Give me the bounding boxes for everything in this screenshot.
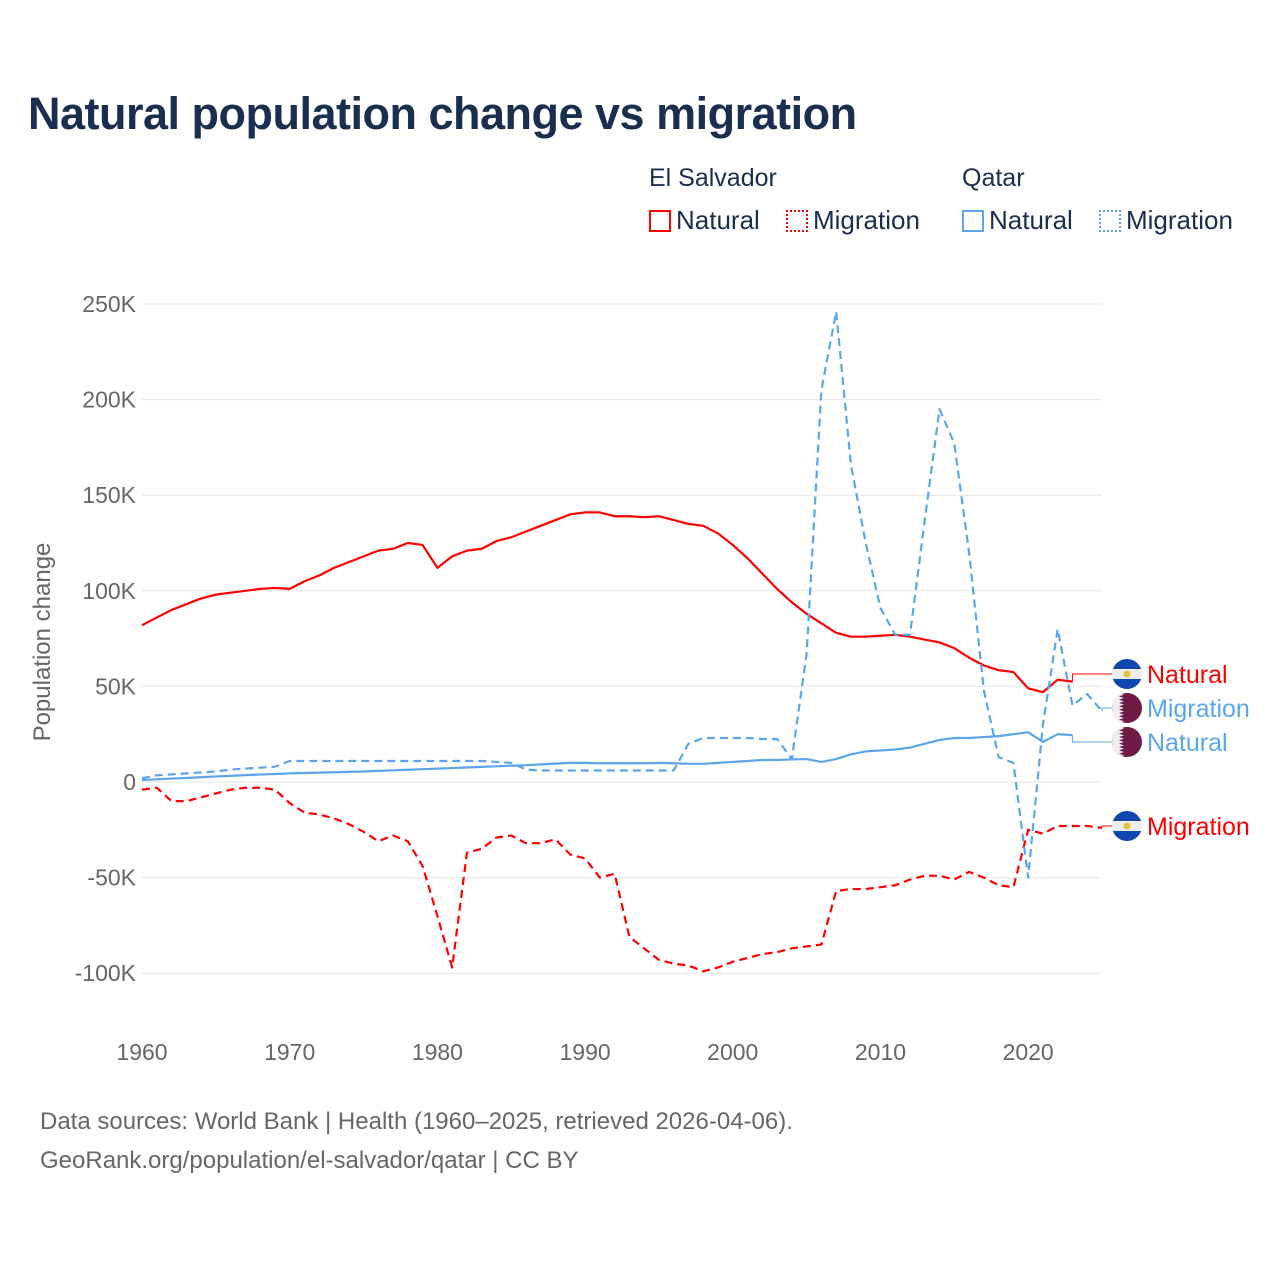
y-tick-label: 150K (82, 482, 136, 508)
label-connector (1071, 673, 1112, 682)
end-label-qa_natural: Natural (1147, 729, 1228, 757)
footer-link[interactable]: GeoRank.org/population/el-salvador/qatar… (40, 1147, 579, 1174)
qatar-flag-icon (1112, 727, 1142, 757)
series-line-qatar-natural (141, 731, 1073, 782)
end-label-es_migration: Migration (1147, 813, 1250, 841)
legend-swatch-solid (962, 209, 984, 232)
series-line-el-salvador-migration (141, 786, 1103, 973)
y-tick-label: 0 (123, 769, 136, 795)
el-salvador-flag-icon (1112, 811, 1142, 841)
y-tick-label: 50K (95, 673, 137, 699)
end-label-qa_migration: Migration (1147, 695, 1250, 723)
series-line-el-salvador-natural (141, 511, 1073, 694)
x-tick-label: 2000 (707, 1039, 758, 1065)
legend-item-es-migration[interactable]: Migration (786, 205, 920, 236)
y-tick-label: 100K (82, 578, 136, 604)
legend-swatch-solid (649, 209, 671, 232)
y-tick-label: -100K (75, 960, 137, 986)
y-tick-label: 200K (82, 387, 136, 413)
x-tick-label: 2020 (1003, 1039, 1054, 1065)
legend-header-el-salvador: El Salvador (649, 164, 777, 192)
flag-serration (1112, 727, 1124, 757)
flag-emblem (1123, 822, 1131, 830)
legend-label: Natural (989, 205, 1073, 235)
qatar-flag-icon (1112, 693, 1142, 723)
legend-header-qatar: Qatar (962, 164, 1025, 192)
y-tick-label: -50K (87, 865, 136, 891)
x-tick-label: 1960 (116, 1039, 167, 1065)
legend-item-qa-natural[interactable]: Natural (962, 205, 1073, 236)
label-connector (1071, 735, 1112, 743)
x-tick-label: 1970 (264, 1039, 315, 1065)
chart-title: Natural population change vs migration (28, 88, 857, 139)
series-line-qatar-migration (141, 310, 1103, 879)
y-axis-label: Population change (29, 543, 56, 742)
x-tick-label: 1990 (559, 1039, 610, 1065)
el-salvador-flag-icon (1112, 659, 1142, 689)
flag-serration (1112, 693, 1124, 723)
label-connector (1101, 707, 1112, 712)
legend-item-es-natural[interactable]: Natural (649, 205, 760, 236)
y-tick-label: 250K (82, 291, 136, 317)
footer-sources: Data sources: World Bank | Health (1960–… (40, 1108, 793, 1135)
legend-label: Migration (813, 205, 920, 235)
legend-swatch-dotted (1099, 209, 1121, 232)
legend-label: Migration (1126, 205, 1233, 235)
legend-label: Natural (676, 205, 760, 235)
legend-item-qa-migration[interactable]: Migration (1099, 205, 1233, 236)
legend-swatch-dotted (786, 209, 808, 232)
x-tick-label: 2010 (855, 1039, 906, 1065)
flag-emblem (1123, 670, 1131, 678)
label-connector (1101, 825, 1112, 828)
end-label-es_natural: Natural (1147, 661, 1228, 689)
x-tick-label: 1980 (412, 1039, 463, 1065)
